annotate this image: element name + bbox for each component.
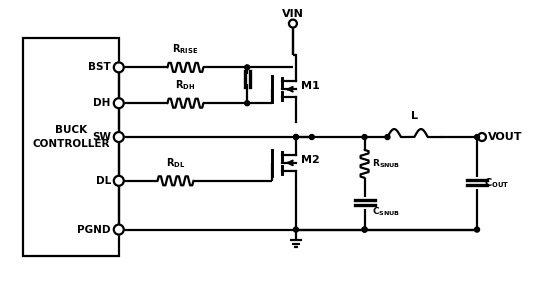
Circle shape — [294, 135, 299, 140]
Circle shape — [245, 101, 250, 106]
Circle shape — [475, 227, 480, 232]
Circle shape — [309, 135, 314, 140]
Circle shape — [114, 98, 124, 108]
Circle shape — [362, 227, 367, 232]
Circle shape — [114, 225, 124, 235]
Text: $\mathbf{C_{SNUB}}$: $\mathbf{C_{SNUB}}$ — [371, 206, 400, 218]
Text: DH: DH — [93, 98, 111, 108]
Circle shape — [294, 227, 299, 232]
Text: L: L — [411, 111, 418, 121]
Text: $\mathbf{C_{OUT}}$: $\mathbf{C_{OUT}}$ — [484, 176, 509, 190]
Text: BST: BST — [88, 62, 111, 72]
Circle shape — [362, 227, 367, 232]
Circle shape — [362, 135, 367, 140]
Text: PGND: PGND — [77, 225, 111, 235]
Text: $\mathbf{R_{SNUB}}$: $\mathbf{R_{SNUB}}$ — [371, 158, 400, 170]
Text: BUCK
CONTROLLER: BUCK CONTROLLER — [32, 125, 110, 148]
Circle shape — [114, 132, 124, 142]
Text: DL: DL — [95, 176, 111, 186]
Circle shape — [114, 62, 124, 72]
Text: $\mathbf{R_{DH}}$: $\mathbf{R_{DH}}$ — [175, 78, 195, 92]
Circle shape — [289, 20, 297, 28]
Text: M2: M2 — [301, 155, 320, 165]
Text: $\mathbf{R_{RISE}}$: $\mathbf{R_{RISE}}$ — [172, 43, 199, 56]
Text: SW: SW — [92, 132, 111, 142]
Text: $\mathbf{R_{DL}}$: $\mathbf{R_{DL}}$ — [166, 156, 185, 170]
Circle shape — [294, 135, 299, 140]
Text: VIN: VIN — [282, 9, 304, 19]
Circle shape — [475, 135, 480, 140]
Text: VOUT: VOUT — [488, 132, 522, 142]
Circle shape — [114, 176, 124, 186]
Text: M1: M1 — [301, 81, 320, 91]
Circle shape — [245, 65, 250, 70]
Circle shape — [385, 135, 390, 140]
Circle shape — [478, 133, 486, 141]
